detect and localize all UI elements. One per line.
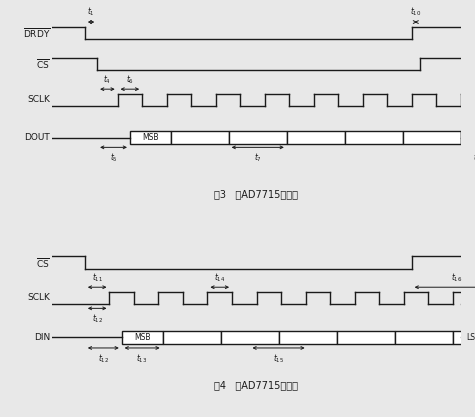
Bar (229, 131, 287, 144)
Text: MSB: MSB (134, 333, 151, 342)
Bar (171, 131, 229, 144)
Text: $\overline{\rm DRDY}$: $\overline{\rm DRDY}$ (23, 26, 50, 40)
Bar (345, 131, 403, 144)
Text: $t_{13}$: $t_{13}$ (136, 352, 148, 365)
Bar (130, 131, 171, 144)
Text: $t_{16}$: $t_{16}$ (451, 271, 463, 284)
Text: $t_6$: $t_6$ (126, 73, 134, 86)
Text: $t_{11}$: $t_{11}$ (92, 271, 103, 284)
Bar (278, 331, 337, 344)
Text: $t_5$: $t_5$ (110, 152, 117, 164)
Text: $t_9$: $t_9$ (473, 152, 475, 164)
Text: $t_4$: $t_4$ (104, 73, 112, 86)
Text: 图3   读AD7715时序图: 图3 读AD7715时序图 (215, 189, 298, 199)
Text: $\overline{\rm CS}$: $\overline{\rm CS}$ (36, 256, 50, 269)
Bar (453, 331, 475, 344)
Text: LSB: LSB (474, 133, 475, 142)
Text: $t_{12}$: $t_{12}$ (92, 313, 103, 325)
Text: SCLK: SCLK (28, 293, 50, 302)
Text: SCLK: SCLK (28, 95, 50, 104)
Text: $t_7$: $t_7$ (254, 152, 262, 164)
Text: $t_{12}$: $t_{12}$ (98, 352, 109, 365)
Bar (403, 131, 461, 144)
Text: $t_{10}$: $t_{10}$ (410, 6, 422, 18)
Text: 图4   写AD7715时序图: 图4 写AD7715时序图 (215, 380, 298, 390)
Text: MSB: MSB (142, 133, 159, 142)
Text: $\overline{\rm CS}$: $\overline{\rm CS}$ (36, 57, 50, 71)
Bar (220, 331, 278, 344)
Bar (162, 331, 220, 344)
Bar (287, 131, 345, 144)
Bar (122, 331, 162, 344)
Text: LSB: LSB (466, 333, 475, 342)
Text: DIN: DIN (34, 333, 50, 342)
Bar (461, 131, 475, 144)
Text: DOUT: DOUT (24, 133, 50, 142)
Text: $t_1$: $t_1$ (87, 6, 95, 18)
Bar (337, 331, 395, 344)
Text: $t_{15}$: $t_{15}$ (273, 352, 284, 365)
Text: $t_{14}$: $t_{14}$ (214, 271, 226, 284)
Bar (395, 331, 453, 344)
